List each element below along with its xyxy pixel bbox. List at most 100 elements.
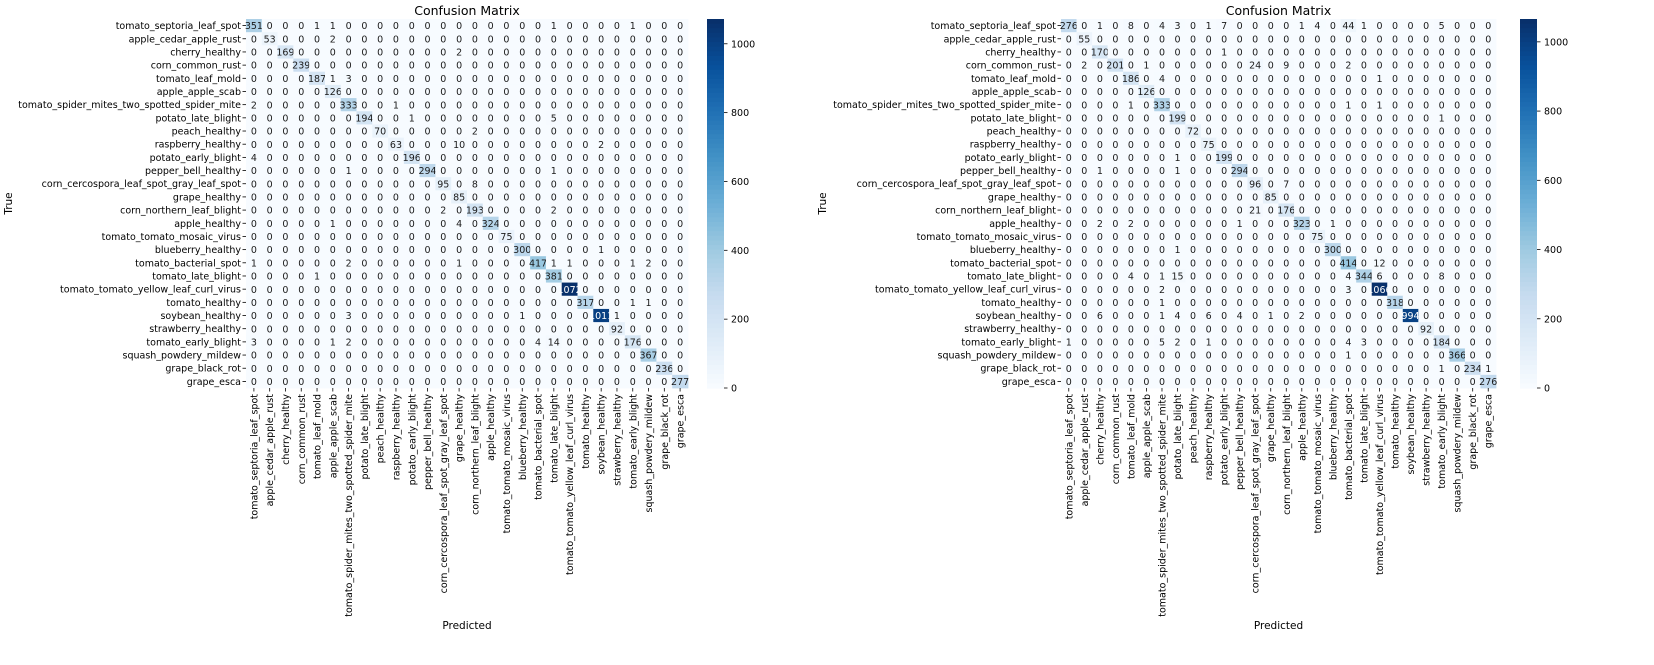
cell-value-label: 4	[1159, 21, 1165, 32]
cell-value-label: 0	[488, 311, 494, 322]
heatmap-cell	[1061, 177, 1077, 191]
heatmap-cell	[1418, 98, 1435, 112]
heatmap-cell	[451, 361, 468, 376]
cell-value-label: 0	[393, 272, 399, 283]
heatmap-cell	[403, 45, 421, 59]
heatmap-cell	[309, 256, 326, 270]
heatmap-cell	[467, 58, 484, 73]
cell-value-label: 0	[298, 34, 304, 45]
cell-value-label: 0	[1112, 258, 1118, 269]
y-tick-label: soybean_healthy	[160, 311, 241, 322]
cell-value-label: 0	[1143, 324, 1149, 335]
heatmap-cell	[1185, 177, 1202, 191]
colorbar-segment	[1520, 355, 1537, 361]
heatmap-cell	[656, 322, 673, 336]
heatmap-cell	[403, 295, 421, 310]
x-tick-label: potato_early_blight	[1220, 394, 1231, 486]
cell-value-label: 0	[1408, 100, 1414, 111]
cell-value-label: 0	[1439, 351, 1445, 362]
heatmap-cell	[514, 84, 531, 99]
colorbar-segment	[1520, 180, 1537, 186]
colorbar-segment	[707, 157, 724, 163]
cell-value-label: 0	[314, 179, 320, 190]
heatmap-cell	[482, 124, 499, 139]
heatmap-cell	[1294, 71, 1310, 86]
heatmap-cell	[340, 243, 357, 257]
heatmap-cell	[482, 229, 499, 244]
heatmap-cell	[419, 177, 436, 191]
cell-value-label: 0	[1314, 219, 1320, 230]
heatmap-cell	[545, 98, 563, 112]
heatmap-cell	[1216, 150, 1233, 165]
heatmap-cell	[246, 58, 263, 73]
heatmap-cell	[624, 137, 642, 152]
heatmap-cell	[624, 216, 642, 231]
heatmap-cell	[1340, 256, 1357, 270]
colorbar-segment	[707, 304, 724, 311]
cell-value-label: 0	[1361, 232, 1367, 243]
heatmap-cell	[467, 19, 484, 33]
heatmap-cell	[593, 19, 610, 33]
cell-value-label: 0	[661, 21, 667, 32]
heatmap-cell	[530, 256, 547, 270]
heatmap-cell	[1449, 71, 1466, 86]
heatmap-cell	[1185, 137, 1202, 152]
cell-value-label: 0	[488, 364, 494, 375]
cell-value-label: 0	[393, 324, 399, 335]
heatmap-cell	[1356, 150, 1373, 165]
x-tick-label: tomato_early_blight	[628, 394, 639, 489]
cell-value-label: 0	[1314, 324, 1320, 335]
heatmap-cell	[1061, 58, 1077, 73]
heatmap-cell	[1309, 98, 1326, 112]
heatmap-cell	[356, 282, 373, 297]
cell-value-label: 0	[488, 179, 494, 190]
heatmap-cell	[451, 216, 468, 231]
cell-value-label: 0	[1392, 219, 1398, 230]
heatmap-cell	[1154, 243, 1171, 257]
heatmap-cell	[498, 361, 515, 376]
heatmap-cell	[1449, 124, 1466, 139]
heatmap-cell	[403, 58, 421, 73]
heatmap-cell	[672, 137, 689, 152]
heatmap-cell	[1387, 84, 1404, 99]
cell-value-label: 0	[1470, 377, 1476, 388]
cell-value-label: 0	[661, 179, 667, 190]
heatmap-cell	[1061, 71, 1077, 86]
cell-value-label: 0	[646, 87, 652, 98]
cell-value-label: 0	[614, 298, 620, 309]
y-tick-label: potato_late_blight	[970, 113, 1056, 124]
heatmap-cell	[593, 203, 610, 218]
heatmap-cell	[467, 190, 484, 204]
cell-value-label: 0	[1392, 324, 1398, 335]
heatmap-cell	[545, 32, 563, 46]
heatmap-cell	[1231, 216, 1248, 231]
cell-value-label: 0	[551, 127, 557, 138]
x-tick-label: tomato_tomato_yellow_leaf_curl_virus	[1375, 394, 1386, 575]
colorbar-segment	[707, 175, 724, 182]
cell-value-label: 0	[614, 232, 620, 243]
cell-value-label: 0	[551, 324, 557, 335]
cell-value-label: 0	[661, 100, 667, 111]
cell-value-label: 0	[1112, 351, 1118, 362]
cell-value-label: 0	[1237, 232, 1243, 243]
cell-value-label: 0	[1143, 153, 1149, 164]
cell-value-label: 2	[1159, 285, 1165, 296]
cell-value-label: 0	[409, 127, 415, 138]
heatmap-cell	[1371, 137, 1388, 152]
cell-value-label: 1	[1345, 100, 1351, 111]
heatmap-cell	[1294, 45, 1310, 59]
x-tick-label: tomato_leaf_mold	[1126, 394, 1137, 479]
heatmap-cell	[1387, 98, 1404, 112]
cell-value-label: 0	[1485, 127, 1491, 138]
heatmap-cell	[1433, 124, 1450, 139]
cell-value-label: 0	[1097, 232, 1103, 243]
heatmap-cell	[609, 348, 626, 363]
heatmap-cell	[388, 45, 405, 59]
cell-value-label: 0	[1112, 232, 1118, 243]
heatmap-cell	[482, 84, 499, 99]
cell-value-label: 0	[346, 219, 352, 230]
cell-value-label: 0	[393, 351, 399, 362]
cell-value-label: 0	[1408, 61, 1414, 72]
heatmap-cell	[1402, 150, 1419, 165]
heatmap-cell	[403, 322, 421, 336]
